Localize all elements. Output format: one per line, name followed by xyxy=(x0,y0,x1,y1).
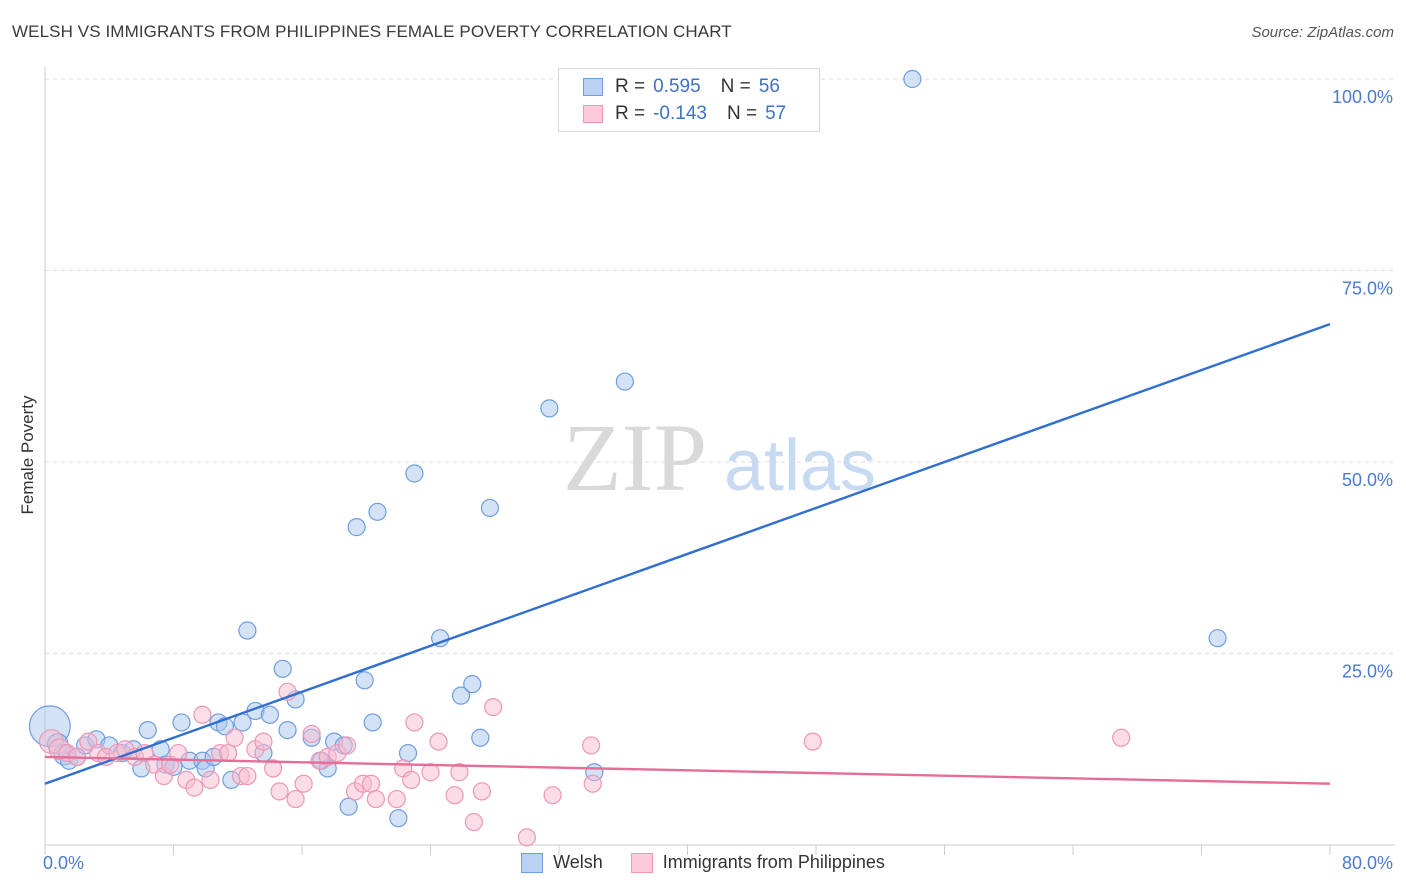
philippines-trend-line xyxy=(44,755,1331,785)
philippines-point-42 xyxy=(402,770,421,789)
philippines-point-45 xyxy=(429,732,448,751)
philippines-point-56 xyxy=(1112,728,1131,747)
axes xyxy=(44,67,1395,855)
welsh-swatch xyxy=(583,78,603,96)
philippines-point-21 xyxy=(225,728,244,747)
philippines-point-49 xyxy=(472,782,491,801)
philippines-point-52 xyxy=(543,786,562,805)
welsh-r-value: 0.595 xyxy=(653,76,701,97)
philippines-point-35 xyxy=(337,736,357,755)
philippines-point-50 xyxy=(484,698,503,717)
x-tick-label-min: 0.0% xyxy=(43,853,84,873)
philippines-point-55 xyxy=(803,732,822,751)
welsh-n-label: N = xyxy=(720,76,751,97)
philippines-point-26 xyxy=(263,759,283,778)
philippines-point-43 xyxy=(405,713,424,732)
welsh-point-28 xyxy=(273,659,292,678)
welsh-point-40 xyxy=(368,502,387,521)
philippines-point-51 xyxy=(517,828,536,847)
welsh-point-37 xyxy=(347,518,366,537)
philippines-point-16 xyxy=(185,778,204,797)
welsh-point-51 xyxy=(615,372,634,391)
philippines-point-44 xyxy=(421,763,440,782)
philippines-point-17 xyxy=(193,705,212,724)
welsh-point-47 xyxy=(471,728,490,747)
philippines-legend-swatch xyxy=(630,852,653,873)
philippines-r-value: -0.143 xyxy=(653,103,707,124)
watermark-atlas: atlas xyxy=(724,426,876,506)
welsh-legend-label: Welsh xyxy=(553,852,603,872)
welsh-point-24 xyxy=(238,621,257,640)
welsh-trend-line xyxy=(44,322,1331,785)
y-tick-label-0: 25.0% xyxy=(1342,662,1393,682)
tick-labels: 25.0% 50.0% 75.0% 100.0% 0.0% 80.0% xyxy=(43,87,1393,873)
philippines-point-47 xyxy=(450,763,469,782)
welsh-point-52 xyxy=(903,69,922,89)
philippines-point-39 xyxy=(366,789,385,809)
philippines-n-label: N = xyxy=(726,103,758,124)
philippines-legend-label: Immigrants from Philippines xyxy=(662,852,885,872)
welsh-n-value: 56 xyxy=(758,76,780,97)
welsh-point-39 xyxy=(363,713,382,732)
legend-row-welsh: R = 0.595 N = 56 xyxy=(583,75,780,99)
philippines-points xyxy=(38,682,1131,847)
trend-lines xyxy=(44,322,1331,785)
y-tick-label-2: 75.0% xyxy=(1342,279,1393,299)
y-tick-label-1: 50.0% xyxy=(1342,470,1393,490)
legend-item-philippines: Immigrants from Philippines xyxy=(630,852,885,873)
y-tick-label-3: 100.0% xyxy=(1332,87,1393,107)
philippines-point-54 xyxy=(583,774,602,793)
welsh-point-45 xyxy=(451,686,471,705)
welsh-point-41 xyxy=(389,809,408,828)
philippines-point-18 xyxy=(201,770,220,789)
series-legend: Welsh Immigrants from Philippines xyxy=(0,852,1406,873)
philippines-point-27 xyxy=(270,782,289,801)
welsh-point-48 xyxy=(480,498,500,518)
welsh-point-15 xyxy=(172,713,191,732)
philippines-point-23 xyxy=(238,766,257,786)
welsh-point-36 xyxy=(339,797,358,816)
welsh-point-49 xyxy=(540,399,559,418)
source-credit: Source: ZipAtlas.com xyxy=(1251,24,1394,41)
philippines-point-48 xyxy=(464,812,483,832)
correlation-legend: R = 0.595 N = 56 R = -0.143 N = 57 xyxy=(558,68,820,132)
philippines-point-46 xyxy=(445,786,464,805)
x-tick-label-max: 80.0% xyxy=(1342,853,1393,873)
philippines-point-29 xyxy=(286,789,305,809)
welsh-point-29 xyxy=(278,720,297,740)
philippines-swatch xyxy=(583,105,603,123)
welsh-legend-swatch xyxy=(521,852,544,873)
legend-item-welsh: Welsh xyxy=(521,852,603,873)
welsh-point-38 xyxy=(355,671,374,690)
legend-row-philippines: R = -0.143 N = 57 xyxy=(583,102,786,126)
grid-lines xyxy=(45,78,1395,654)
welsh-point-42 xyxy=(398,743,418,763)
philippines-point-38 xyxy=(361,774,381,793)
philippines-point-30 xyxy=(294,774,313,793)
philippines-n-value: 57 xyxy=(765,103,787,124)
welsh-point-11 xyxy=(138,720,157,740)
philippines-r-label: R = xyxy=(615,103,646,124)
philippines-point-14 xyxy=(169,743,188,763)
welsh-r-label: R = xyxy=(615,76,646,97)
welsh-point-46 xyxy=(463,675,482,694)
philippines-point-25 xyxy=(254,732,273,751)
welsh-point-53 xyxy=(1208,629,1227,648)
philippines-point-31 xyxy=(302,724,321,744)
philippines-point-40 xyxy=(387,789,406,809)
welsh-point-27 xyxy=(260,705,279,724)
philippines-point-20 xyxy=(219,743,238,763)
welsh-point-43 xyxy=(405,464,424,483)
chart-title: WELSH VS IMMIGRANTS FROM PHILIPPINES FEM… xyxy=(12,22,732,41)
watermark-zip: ZIP xyxy=(563,404,707,511)
philippines-point-53 xyxy=(582,736,601,755)
